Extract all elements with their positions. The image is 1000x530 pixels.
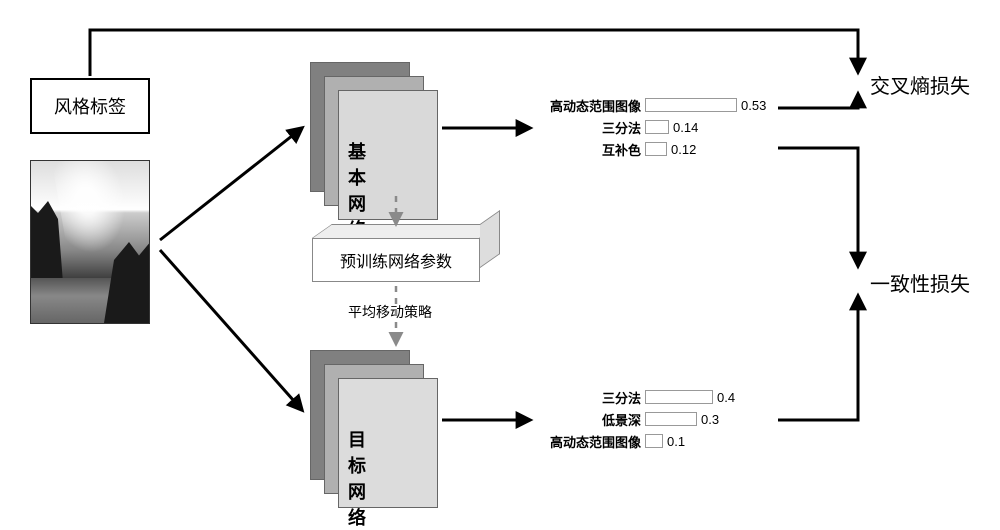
pretrain-front-face: 预训练网络参数 [312,238,480,282]
bar-label: 高动态范围图像 [535,96,645,115]
bar-row: 三分法 0.4 [535,388,735,406]
pretrain-top-face [312,224,500,238]
style-label-box: 风格标签 [30,78,150,134]
arrow-image-to-base [160,128,302,240]
bar [645,434,663,448]
bar [645,120,669,134]
input-image [30,160,150,324]
bar-value: 0.3 [697,412,719,427]
consistency-loss-label: 一致性损失 [870,268,970,297]
bar [645,412,697,426]
arrow-targetbars-to-cons [778,296,858,420]
bar-value: 0.53 [737,98,766,113]
style-label-text: 风格标签 [54,93,126,119]
arrow-basebars-to-ce [778,94,858,108]
bar [645,98,737,112]
cross-entropy-loss-label: 交叉熵损失 [870,70,970,99]
bar-label: 三分法 [535,388,645,407]
bar-value: 0.1 [663,434,685,449]
bar-value: 0.4 [713,390,735,405]
bar-row: 高动态范围图像 0.1 [535,432,685,450]
bar-row: 低景深 0.3 [535,410,719,428]
arrows-layer [0,0,1000,530]
arrow-image-to-target [160,250,302,410]
arrow-basebars-to-cons [778,148,858,266]
bar-row: 三分法 0.14 [535,118,698,136]
bar-label: 低景深 [535,410,645,429]
bar-value: 0.12 [667,142,696,157]
pretrain-label: 预训练网络参数 [340,248,452,272]
bar-value: 0.14 [669,120,698,135]
bar-row: 互补色 0.12 [535,140,696,158]
arrow-stylelabel-to-ce [90,30,858,76]
bar-row: 高动态范围图像 0.53 [535,96,766,114]
target-network-label: 目标网络 [348,426,366,530]
bar-label: 互补色 [535,140,645,159]
pretrain-side-face [480,210,500,268]
bar [645,390,713,404]
bar-label: 三分法 [535,118,645,137]
bar-label: 高动态范围图像 [535,432,645,451]
bar [645,142,667,156]
strategy-text: 平均移动策略 [348,302,432,322]
